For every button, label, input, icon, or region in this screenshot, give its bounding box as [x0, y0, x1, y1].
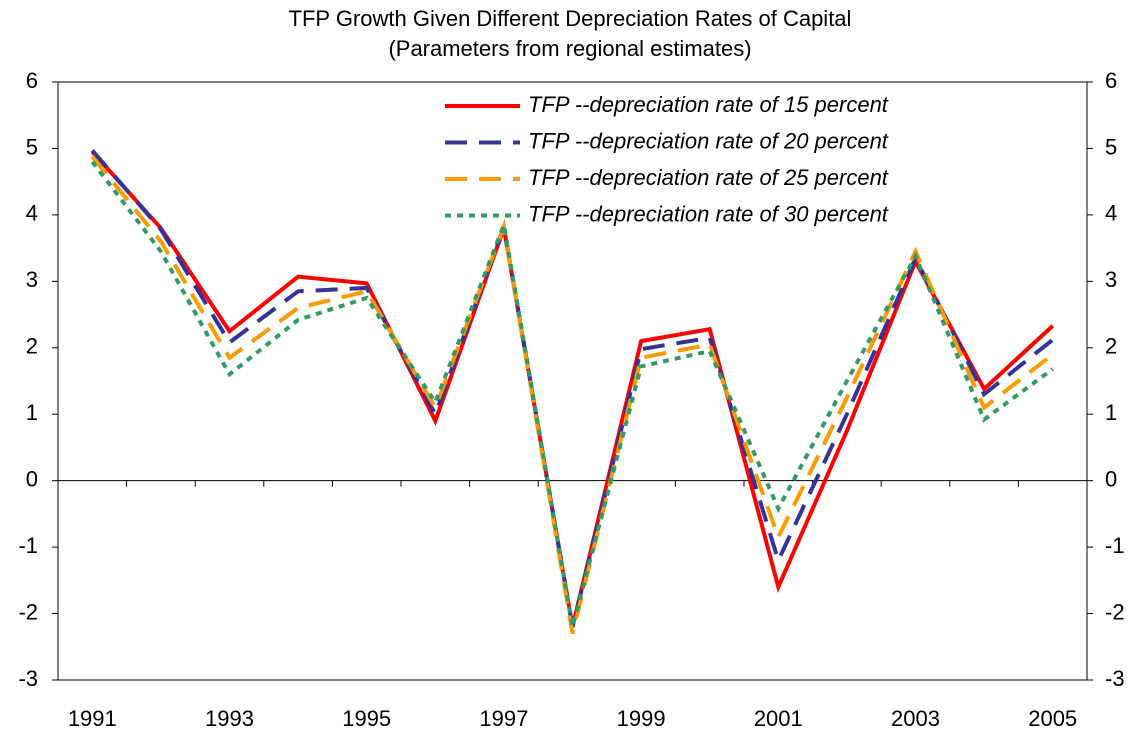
y-tick-label: -2 — [18, 599, 38, 624]
x-tick-label: 1999 — [617, 706, 666, 731]
y2-tick-label: -2 — [1105, 599, 1125, 624]
y-tick-label: 6 — [26, 68, 38, 93]
series-line — [90, 160, 1054, 628]
series-line — [90, 155, 1054, 634]
legend-label: TFP --depreciation rate of 30 percent — [528, 201, 889, 226]
x-tick-label: 1991 — [68, 706, 117, 731]
y2-tick-label: 1 — [1105, 400, 1117, 425]
y-tick-label: -1 — [18, 533, 38, 558]
y-tick-label: 0 — [26, 466, 38, 491]
y-tick-label: 1 — [26, 400, 38, 425]
x-tick-label: 1995 — [342, 706, 391, 731]
y2-tick-label: 5 — [1105, 134, 1117, 159]
y-tick-label: 2 — [26, 334, 38, 359]
x-tick-label: 2001 — [754, 706, 803, 731]
y-tick-label: 3 — [26, 267, 38, 292]
x-tick-label: 1993 — [205, 706, 254, 731]
x-tick-label: 1997 — [479, 706, 528, 731]
x-tick-label: 2003 — [891, 706, 940, 731]
y2-tick-label: 3 — [1105, 267, 1117, 292]
y2-tick-label: 6 — [1105, 68, 1117, 93]
legend-label: TFP --depreciation rate of 20 percent — [528, 128, 889, 153]
y-tick-label: 5 — [26, 134, 38, 159]
y2-tick-label: -3 — [1105, 666, 1125, 691]
y2-tick-label: 2 — [1105, 334, 1117, 359]
legend-label: TFP --depreciation rate of 15 percent — [528, 92, 889, 117]
chart-title: TFP Growth Given Different Depreciation … — [289, 6, 852, 31]
y-tick-label: 4 — [26, 201, 38, 226]
plot-area — [57, 81, 1088, 681]
x-tick-label: 2005 — [1028, 706, 1077, 731]
chart-subtitle: (Parameters from regional estimates) — [388, 36, 751, 61]
y2-tick-label: -1 — [1105, 533, 1125, 558]
y2-tick-label: 0 — [1105, 466, 1117, 491]
y-tick-label: -3 — [18, 666, 38, 691]
legend-label: TFP --depreciation rate of 25 percent — [528, 165, 889, 190]
y2-tick-label: 4 — [1105, 201, 1117, 226]
